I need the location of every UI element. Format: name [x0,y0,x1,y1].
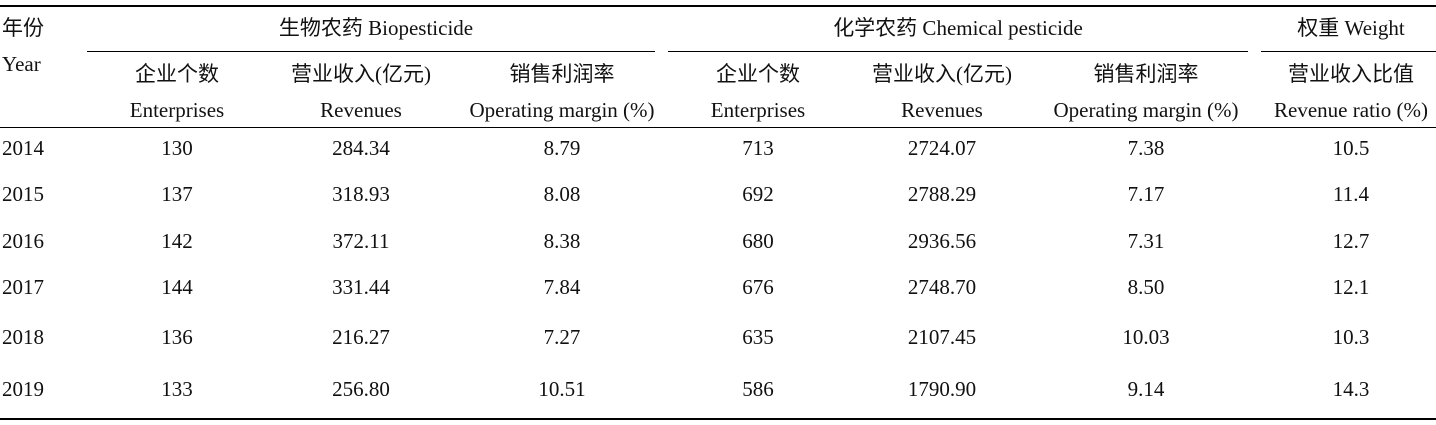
table-cell: 14.3 [1332,377,1370,401]
year-cell: 2018 [2,325,44,349]
table-cell: 130 [161,136,193,160]
table-cell: 713 [742,136,774,160]
table-cell: 1790.90 [907,377,977,401]
table-cell: 372.11 [332,229,390,253]
table-cell: 11.4 [1333,182,1369,206]
column-subheader-en: Revenues [320,98,402,122]
table-cell: 284.34 [332,136,390,160]
table-cell: 7.31 [1127,229,1165,253]
year-header-en: Year [2,52,41,76]
top-rule [0,5,1436,7]
column-subheader-zh: 营业收入比值 [1288,62,1414,86]
table-cell: 2107.45 [907,325,977,349]
year-cell: 2016 [2,229,44,253]
column-subheader-en: Revenue ratio (%) [1274,98,1428,122]
table-cell: 318.93 [332,182,390,206]
table-cell: 7.84 [543,275,581,299]
table-cell: 8.50 [1127,275,1165,299]
table-cell: 692 [742,182,774,206]
group-rule-bio [87,51,655,52]
group-header-weight: 权重 Weight [1297,16,1405,40]
table-cell: 7.38 [1127,136,1165,160]
column-subheader-zh: 企业个数 [135,62,219,86]
table-cell: 2788.29 [907,182,977,206]
table-cell: 2936.56 [907,229,977,253]
table-cell: 10.5 [1332,136,1370,160]
group-header-biopesticide: 生物农药 Biopesticide [278,16,474,40]
table-cell: 680 [742,229,774,253]
bottom-rule [0,418,1436,420]
header-bottom-rule [0,127,1436,128]
column-subheader-en: Operating margin (%) [469,98,655,122]
table-cell: 9.14 [1127,377,1165,401]
column-subheader-en: Enterprises [710,98,806,122]
year-cell: 2014 [2,136,44,160]
table-cell: 2748.70 [907,275,977,299]
table-cell: 8.79 [543,136,581,160]
table-cell: 331.44 [332,275,390,299]
table-cell: 635 [742,325,774,349]
group-rule-weight [1261,51,1436,52]
year-cell: 2019 [2,377,44,401]
table-cell: 216.27 [332,325,390,349]
column-subheader-zh: 销售利润率 [1093,62,1199,86]
table-cell: 12.7 [1332,229,1370,253]
column-subheader-zh: 营业收入(亿元) [872,62,1012,86]
table-cell: 586 [742,377,774,401]
group-rule-chem [668,51,1248,52]
column-subheader-zh: 企业个数 [716,62,800,86]
table-cell: 7.17 [1127,182,1165,206]
table-cell: 676 [742,275,774,299]
table-cell: 10.51 [538,377,586,401]
table-cell: 2724.07 [907,136,977,160]
column-subheader-en: Operating margin (%) [1053,98,1239,122]
table-cell: 136 [161,325,193,349]
table-cell: 8.08 [543,182,581,206]
column-subheader-zh: 营业收入(亿元) [291,62,431,86]
table-cell: 133 [161,377,193,401]
table-cell: 256.80 [332,377,390,401]
table-cell: 10.3 [1332,325,1370,349]
group-header-chemical-pesticide: 化学农药 Chemical pesticide [833,16,1083,40]
table-cell: 144 [161,275,193,299]
column-subheader-en: Revenues [901,98,983,122]
table-cell: 142 [161,229,193,253]
year-cell: 2017 [2,275,44,299]
table-cell: 10.03 [1122,325,1170,349]
table-cell: 8.38 [543,229,581,253]
year-cell: 2015 [2,182,44,206]
table-cell: 12.1 [1332,275,1370,299]
table-cell: 137 [161,182,193,206]
table-cell: 7.27 [543,325,581,349]
year-header-zh: 年份 [2,16,44,40]
column-subheader-zh: 销售利润率 [509,62,615,86]
column-subheader-en: Enterprises [129,98,225,122]
